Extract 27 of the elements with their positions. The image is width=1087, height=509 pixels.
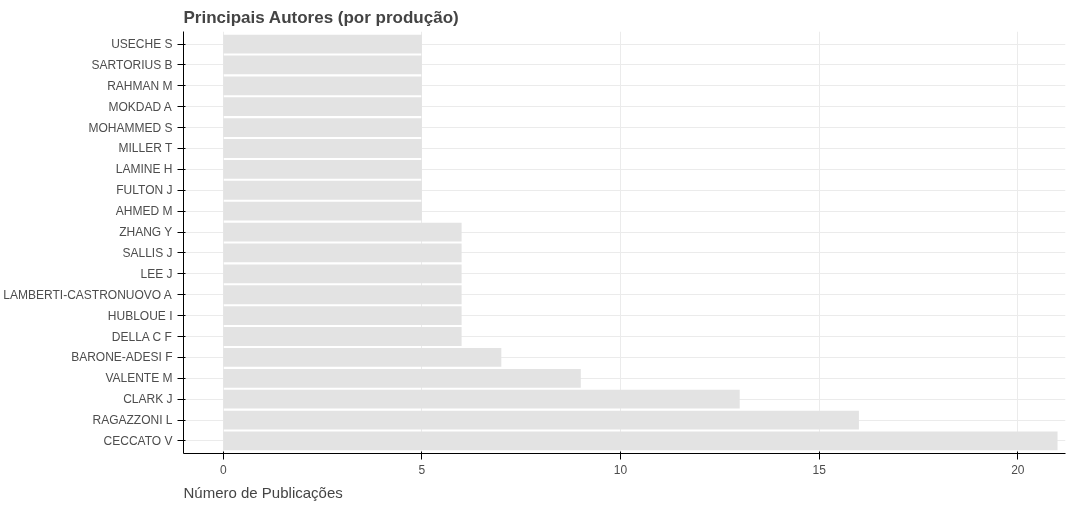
- y-tick-label: MOKDAD A: [108, 99, 172, 114]
- x-tick-label: 15: [812, 462, 827, 477]
- chart-title: Principais Autores (por produção): [183, 7, 459, 27]
- y-tick-label: DELLA C F: [111, 329, 172, 344]
- y-tick-label: CECCATO V: [103, 433, 173, 448]
- y-tick-label: CLARK J: [123, 392, 173, 407]
- y-tick-label: MILLER T: [118, 141, 173, 156]
- x-tick-label: 0: [219, 462, 227, 477]
- y-tick-label: VALENTE M: [105, 371, 173, 386]
- y-tick-label: USECHE S: [111, 37, 173, 52]
- y-tick-label: RAGAZZONI L: [92, 413, 173, 428]
- y-tick-label: ZHANG Y: [119, 225, 173, 240]
- x-tick-label: 5: [418, 462, 426, 477]
- y-tick-label: LEE J: [140, 266, 173, 281]
- y-tick-label: BARONE-ADESI F: [71, 350, 173, 365]
- y-tick-label: RAHMAN M: [107, 78, 173, 93]
- x-tick-label: 10: [613, 462, 628, 477]
- y-tick-label: SALLIS J: [122, 245, 173, 260]
- y-tick-label: FULTON J: [116, 183, 173, 198]
- x-axis-title: Número de Publicações: [183, 483, 343, 501]
- y-tick-label: LAMINE H: [115, 162, 173, 177]
- y-tick-label: MOHAMMED S: [88, 120, 173, 135]
- x-tick-label: 20: [1011, 462, 1025, 477]
- y-tick-label: LAMBERTI-CASTRONUOVO A: [3, 287, 172, 302]
- y-tick-label: AHMED M: [115, 204, 173, 219]
- y-tick-label: HUBLOUE I: [107, 308, 173, 323]
- y-tick-label: SARTORIUS B: [91, 57, 173, 72]
